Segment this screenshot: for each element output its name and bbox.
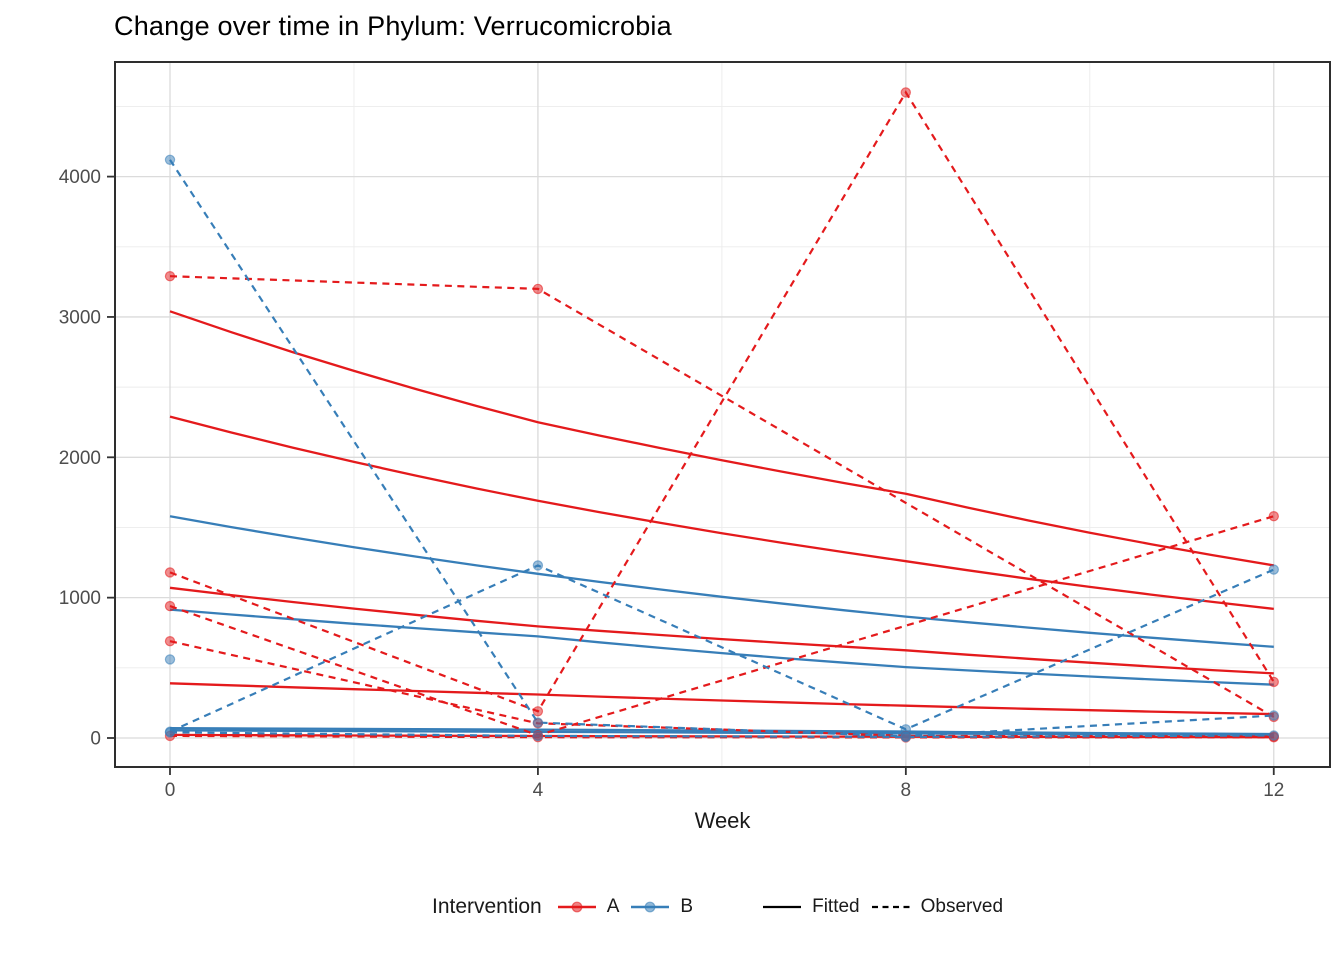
grid-minor [115,62,1330,767]
legend-key-svg [763,905,802,909]
y-tick-label: 0 [90,729,101,750]
legend-key-svg [631,901,670,913]
legend-label-a: A [606,896,620,917]
y-tick-label: 3000 [59,307,101,328]
x-tick-label: 12 [1263,780,1284,801]
legend-key-a-icon [556,894,598,920]
data-point [532,717,544,728]
data-point [532,283,544,295]
data-point [900,87,912,98]
series-line-fitted-b [169,729,1274,737]
legend-label-fitted: Fitted [812,896,860,917]
x-tick-label: 4 [533,780,544,801]
data-point [1268,730,1280,741]
data-point [1268,564,1280,575]
legend-key-svg [557,901,596,913]
data-point [164,567,176,578]
legend-key-fitted-icon [761,894,803,920]
legend-item-group-a: A [556,894,620,920]
data-point [532,560,544,571]
data-point [164,600,176,612]
legend-label-b: B [680,896,694,917]
chart-title: Change over time in Phylum: Verrucomicro… [114,11,672,41]
series-line-fitted-a [169,586,1274,675]
series-line-observed-a [169,640,1274,738]
series-line-observed-a [169,90,1275,713]
legend-title: Intervention [431,895,542,918]
observed-points [164,87,1280,743]
series-line-observed-b [169,564,1275,733]
x-axis-title: Week [694,808,751,833]
series-line-fitted-b [169,608,1274,686]
legend-item-observed: Observed [870,894,1003,920]
data-point [164,636,176,647]
series-line-fitted-a [169,682,1274,716]
data-point [164,727,176,738]
series-line-observed-b [169,159,1274,738]
data-point [532,706,544,717]
data-point [532,730,544,742]
legend-label-observed: Observed [920,896,1004,917]
series-line-observed-b [169,731,1274,739]
data-point [1268,676,1280,688]
legend: Intervention A B Fitted Observed [115,884,1330,930]
y-tick-label: 1000 [59,588,101,609]
legend-item-fitted: Fitted [761,894,860,920]
legend-item-group-b: B [629,894,693,920]
data-point [164,271,176,282]
x-tick-label: 0 [165,780,176,801]
axes: 0 1000 2000 3000 4000 0 4 8 12 [59,167,1285,801]
panel-border [114,61,1331,768]
series-line-fitted-b [169,727,1274,736]
data-point [900,731,912,743]
data-point [164,154,176,165]
x-tick-label: 8 [901,780,912,801]
series-line-fitted-a [169,310,1274,567]
legend-key-svg [871,905,910,909]
y-tick-label: 4000 [59,167,101,188]
y-tick-label: 2000 [59,448,101,469]
data-point [1268,511,1280,522]
series-line-fitted-a [169,415,1274,611]
panel-background [115,62,1330,767]
data-point [164,654,176,665]
legend-key-observed-icon [870,894,912,920]
data-point [1268,710,1280,721]
series-line-fitted-b [169,515,1274,648]
legend-key-b-icon [629,894,671,920]
